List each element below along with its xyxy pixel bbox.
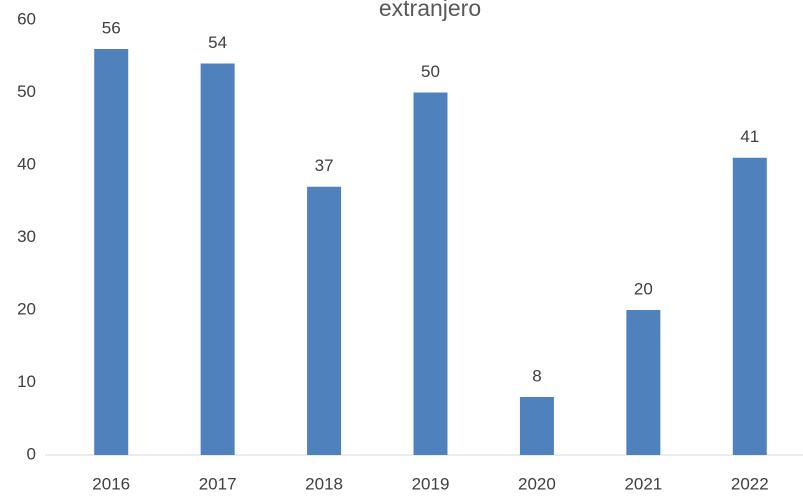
x-tick-label: 2019	[412, 474, 450, 493]
bar	[626, 310, 661, 455]
x-tick-label: 2016	[92, 474, 130, 493]
bar	[519, 397, 554, 455]
bar	[307, 186, 342, 455]
bar	[94, 49, 129, 455]
data-label: 41	[740, 127, 759, 146]
y-tick-label: 50	[17, 82, 36, 101]
y-tick-label: 60	[17, 9, 36, 28]
y-tick-label: 0	[27, 444, 36, 463]
x-tick-label: 2017	[199, 474, 237, 493]
chart-title: extranjero	[379, 0, 481, 21]
data-label: 54	[208, 33, 227, 52]
data-label: 56	[102, 18, 121, 37]
x-tick-label: 2021	[624, 474, 662, 493]
bar	[200, 63, 235, 455]
x-tick-label: 2022	[731, 474, 769, 493]
data-label: 20	[634, 279, 653, 298]
y-tick-label: 40	[17, 154, 36, 173]
data-label: 50	[421, 62, 440, 81]
y-tick-label: 20	[17, 299, 36, 318]
y-tick-label: 30	[17, 227, 36, 246]
data-label: 37	[315, 156, 334, 175]
data-label: 8	[532, 366, 541, 385]
y-tick-label: 10	[17, 372, 36, 391]
bar	[732, 157, 767, 455]
bar	[413, 92, 448, 455]
x-tick-label: 2020	[518, 474, 556, 493]
x-tick-label: 2018	[305, 474, 343, 493]
